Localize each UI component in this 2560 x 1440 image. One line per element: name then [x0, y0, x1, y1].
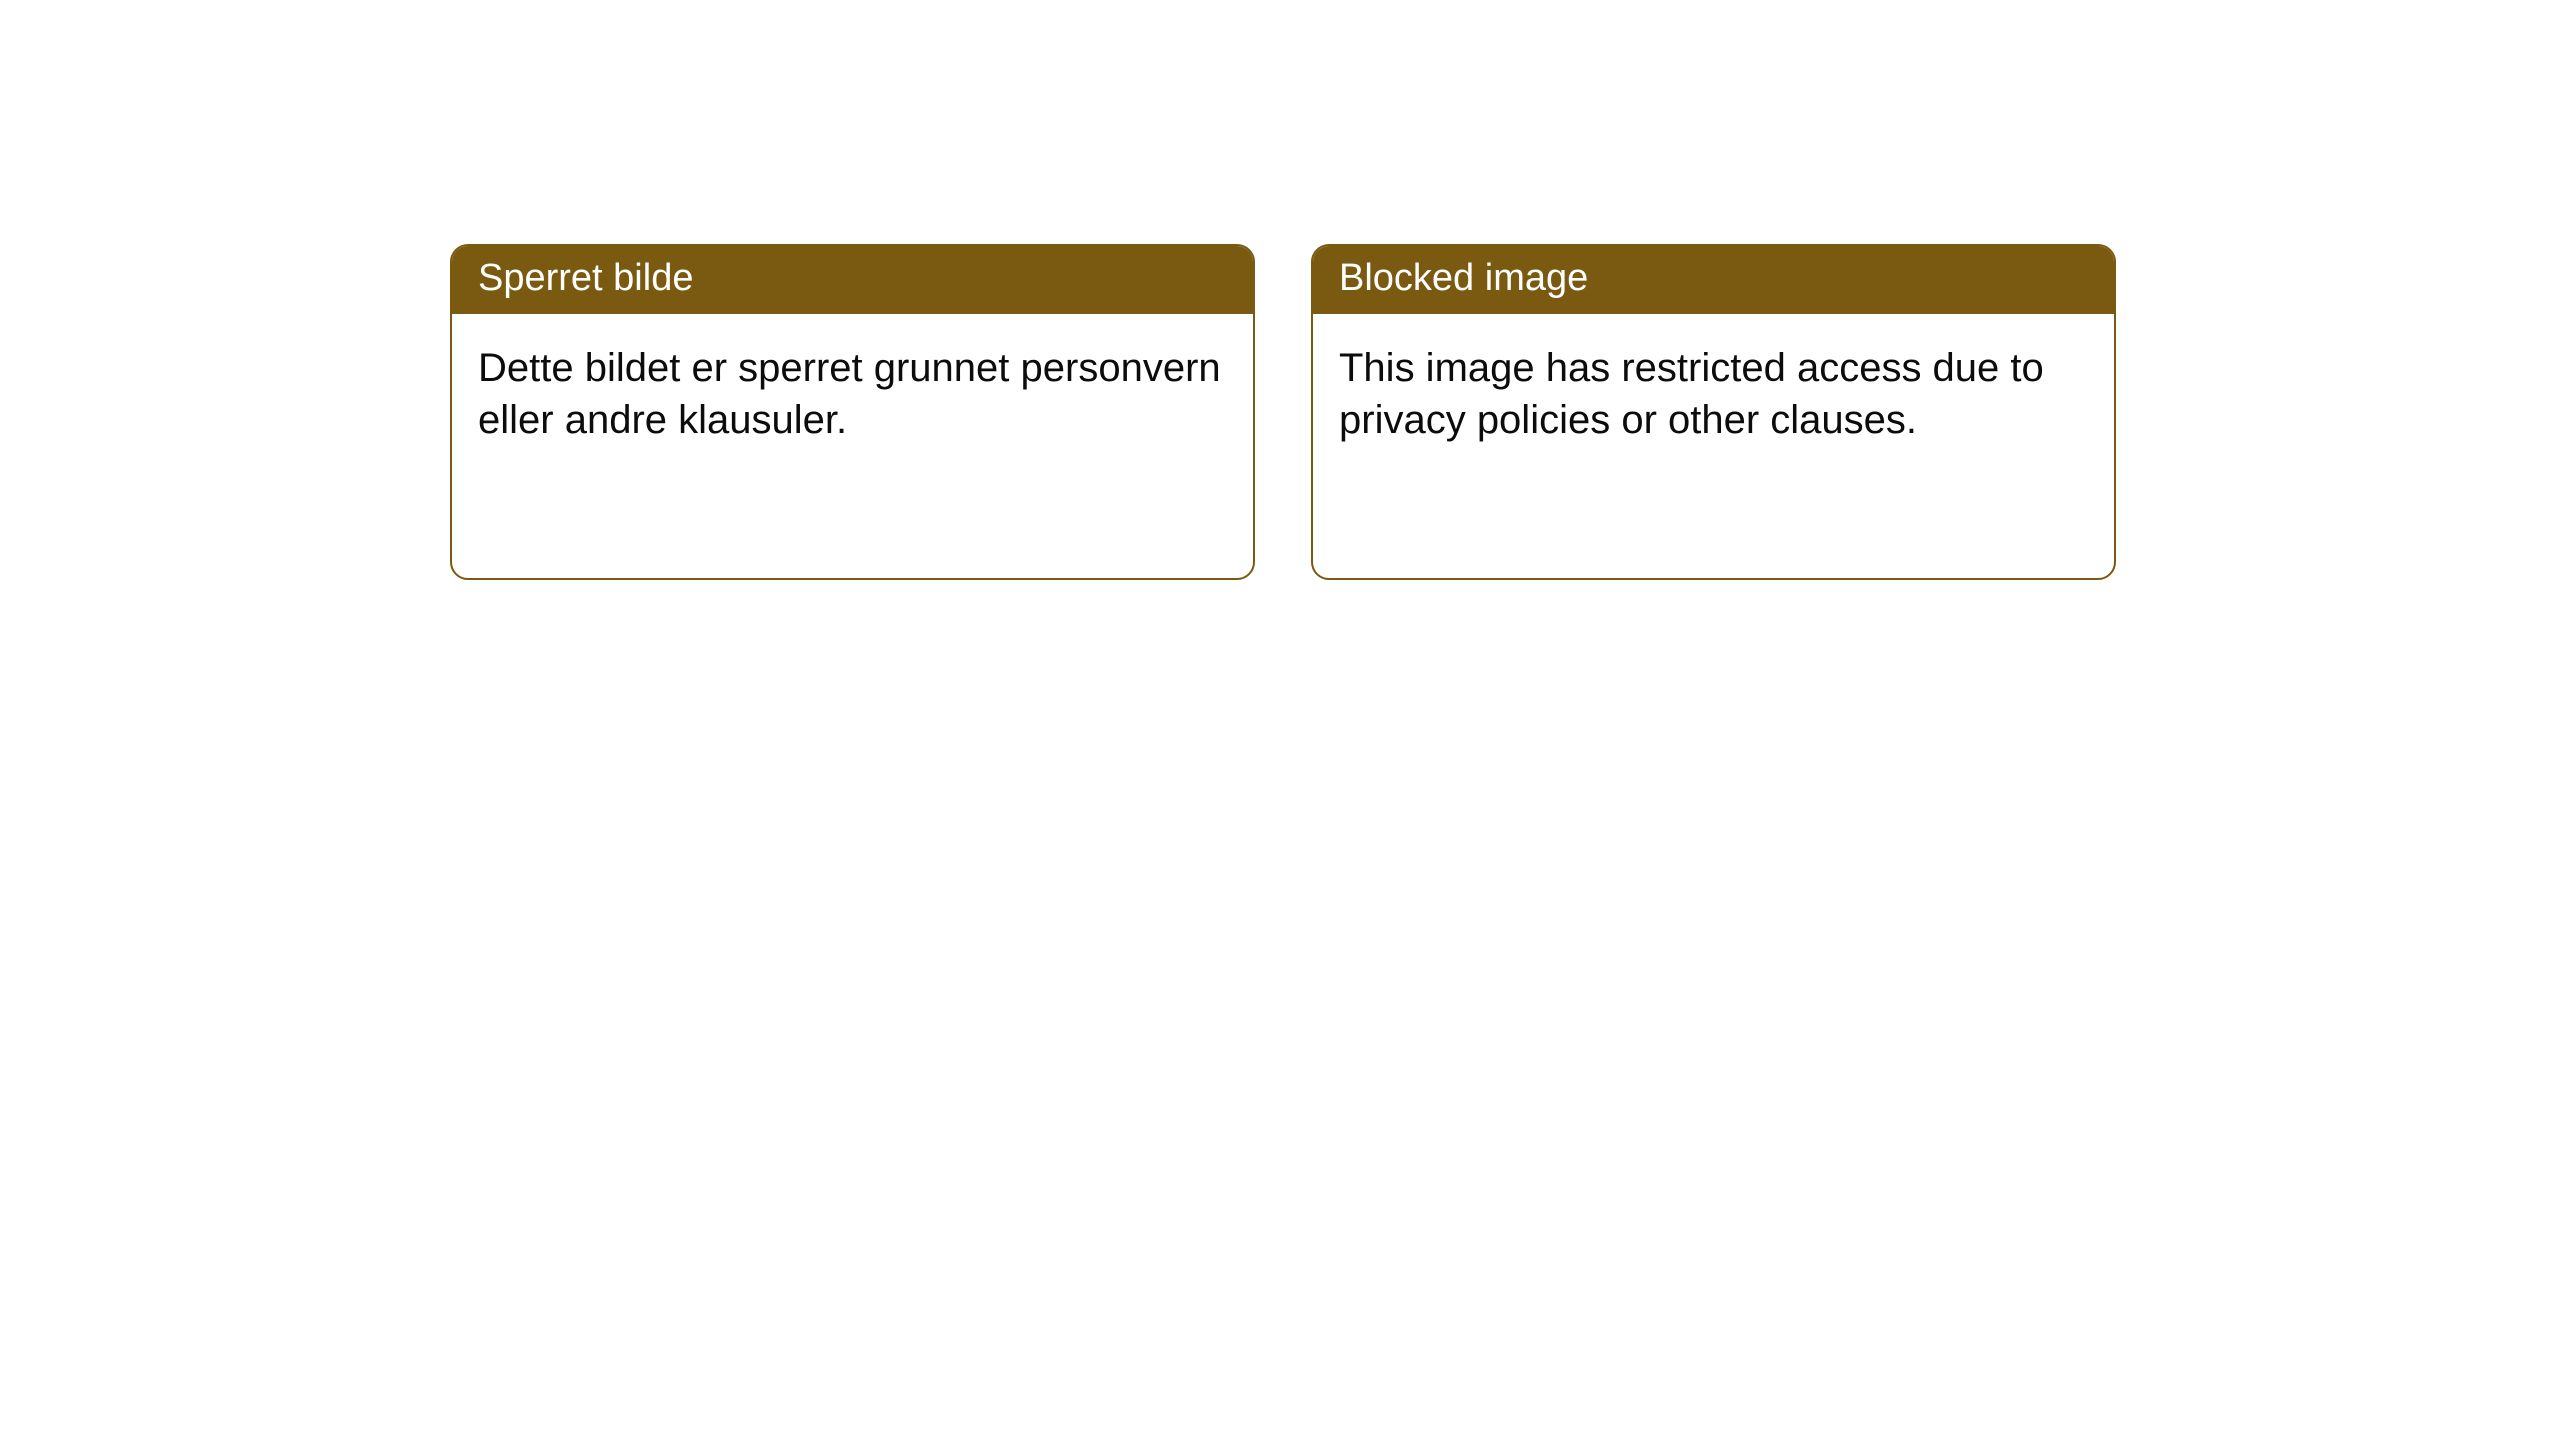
card-body-text-no: Dette bildet er sperret grunnet personve…: [478, 346, 1221, 443]
blocked-image-card-en: Blocked image This image has restricted …: [1311, 244, 2116, 580]
card-header-en: Blocked image: [1313, 246, 2114, 314]
blocked-image-card-no: Sperret bilde Dette bildet er sperret gr…: [450, 244, 1255, 580]
card-title-no: Sperret bilde: [478, 257, 693, 299]
card-body-no: Dette bildet er sperret grunnet personve…: [452, 314, 1253, 472]
blocked-image-notice-container: Sperret bilde Dette bildet er sperret gr…: [0, 0, 2560, 580]
card-body-en: This image has restricted access due to …: [1313, 314, 2114, 472]
card-header-no: Sperret bilde: [452, 246, 1253, 314]
card-title-en: Blocked image: [1339, 257, 1588, 299]
card-body-text-en: This image has restricted access due to …: [1339, 346, 2044, 443]
